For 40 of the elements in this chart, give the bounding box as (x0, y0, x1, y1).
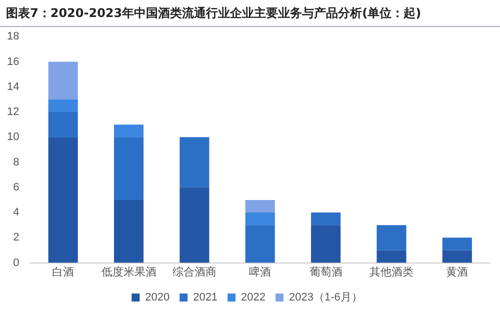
bar (245, 200, 275, 213)
x-tick-label: 啤酒 (249, 265, 272, 278)
y-tick-label: 0 (13, 256, 20, 269)
bar (180, 137, 210, 188)
bar (311, 212, 341, 226)
bar (114, 124, 144, 138)
bar (376, 250, 406, 263)
bar (442, 250, 472, 263)
y-tick-label: 10 (6, 131, 20, 144)
bar (180, 187, 210, 263)
legend-label: 2021 (193, 292, 218, 304)
bar (114, 137, 144, 200)
legend-label: 2020 (145, 292, 170, 304)
bar (376, 225, 406, 250)
y-tick-label: 2 (13, 232, 20, 244)
bar (48, 62, 78, 100)
x-tick-label: 综合酒商 (172, 265, 216, 278)
x-tick-label: 黄酒 (446, 265, 468, 278)
y-tick-label: 4 (13, 206, 20, 219)
y-tick-label: 18 (6, 30, 20, 43)
y-tick-label: 16 (6, 56, 20, 68)
legend-label: 2022 (241, 292, 266, 304)
bar (442, 238, 472, 250)
bar (311, 225, 341, 263)
y-tick-label: 14 (6, 80, 20, 93)
bar (48, 99, 78, 112)
x-tick-label: 白酒 (52, 265, 74, 278)
bar (114, 200, 144, 263)
y-tick-label: 8 (13, 156, 20, 168)
bar (245, 225, 275, 263)
bar (48, 112, 78, 138)
legend-label: 2023（1-6月） (289, 292, 362, 304)
bar (245, 212, 275, 226)
y-tick-label: 6 (13, 181, 20, 194)
x-tick-label: 葡萄酒 (309, 265, 342, 278)
chart-title: 图表7：2020-2023年中国酒类流通行业企业主要业务与产品分析(单位：起) (0, 0, 500, 27)
x-tick-label: 其他酒类 (369, 265, 414, 278)
x-tick-label: 低度米果酒 (101, 265, 156, 278)
y-tick-label: 12 (6, 106, 20, 118)
bar (48, 137, 78, 263)
